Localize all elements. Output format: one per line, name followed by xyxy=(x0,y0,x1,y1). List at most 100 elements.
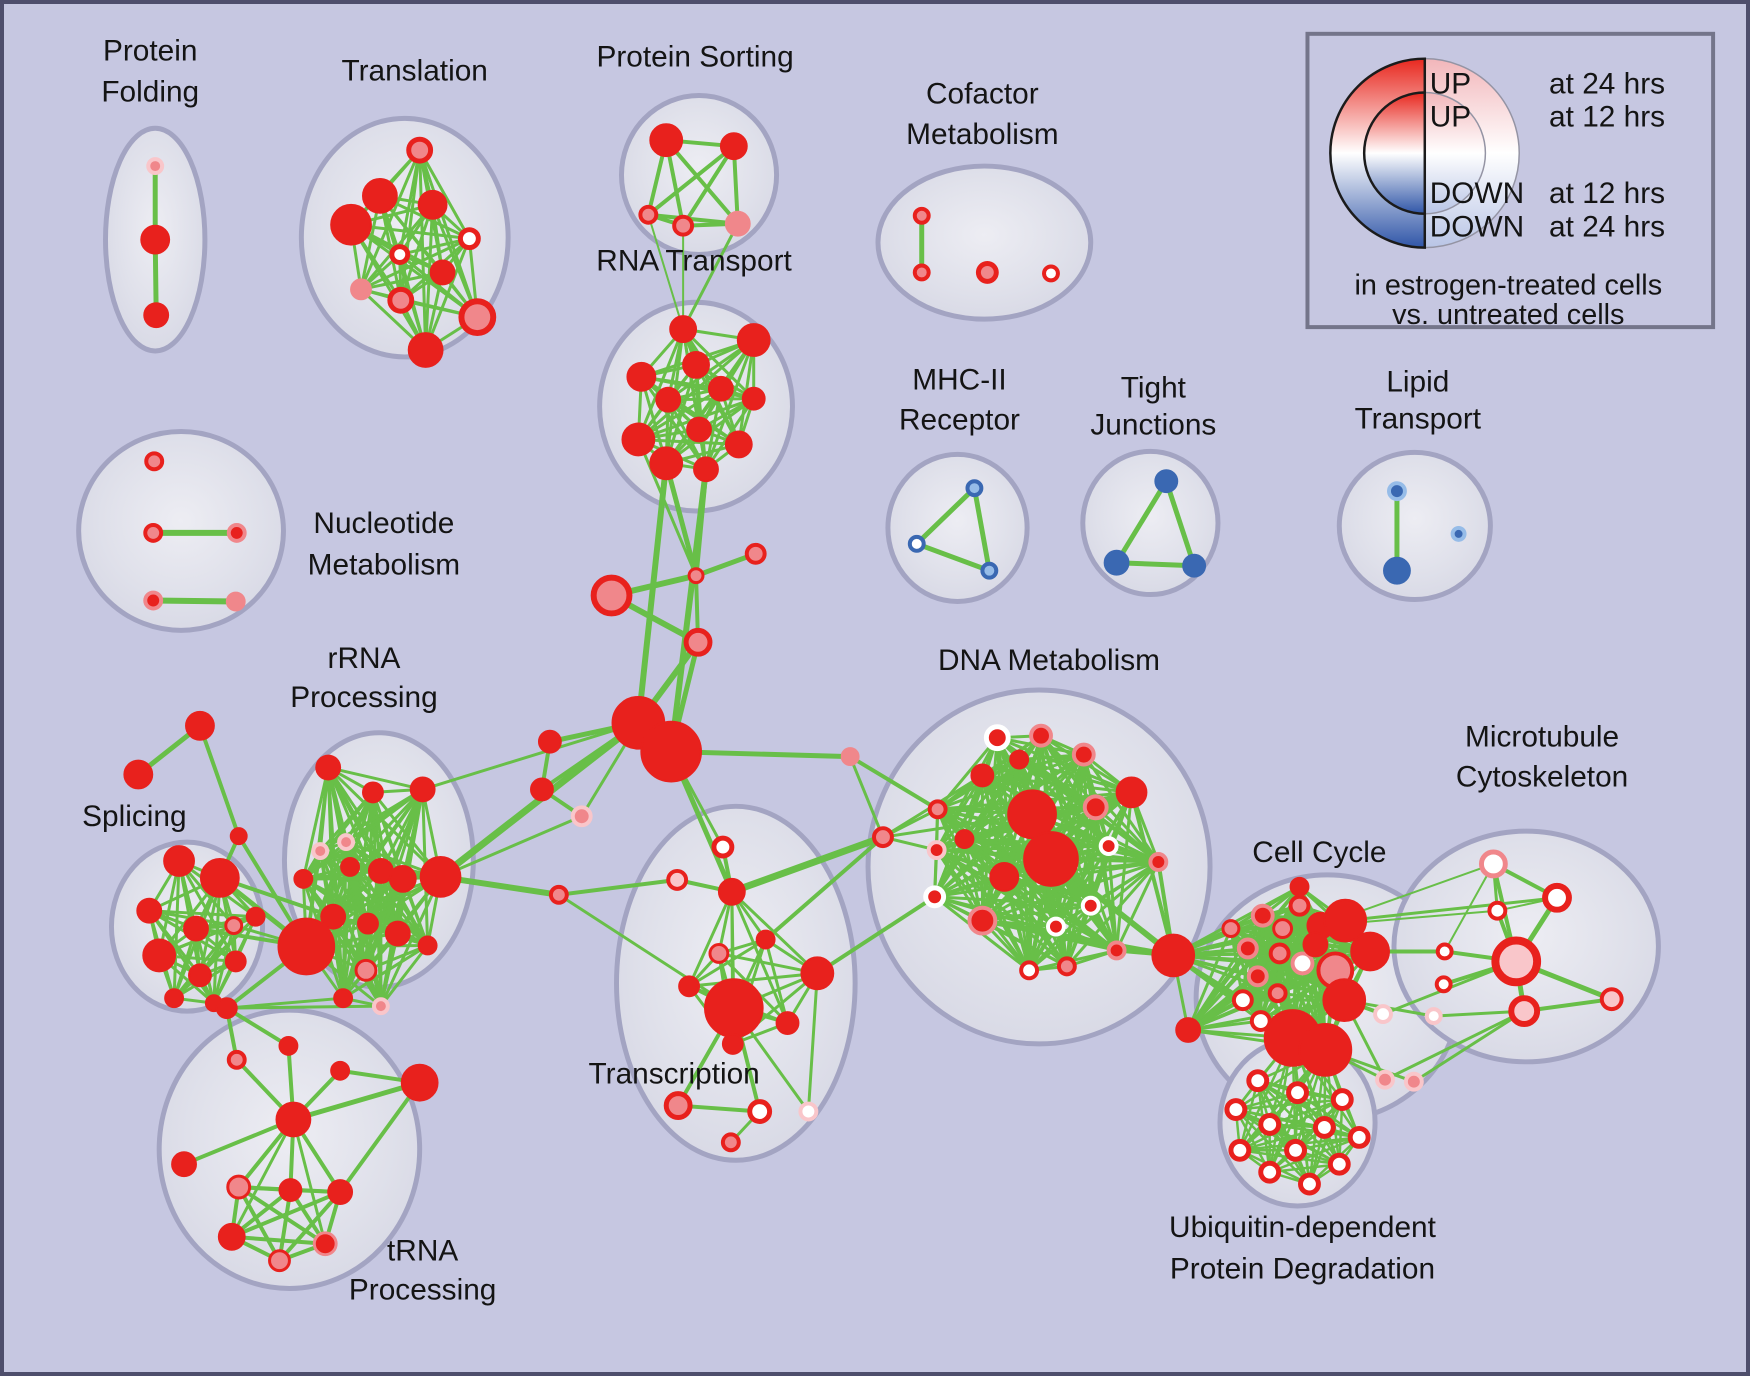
gene-node xyxy=(1236,937,1259,960)
gene-node xyxy=(1288,894,1311,917)
gene-node xyxy=(245,906,266,927)
edge xyxy=(1412,1009,1526,1084)
gene-node xyxy=(171,1151,197,1178)
edge xyxy=(399,203,435,302)
gene-node xyxy=(1450,525,1467,542)
gene-node xyxy=(1373,1004,1393,1025)
gene-network-figure: Protein Folding Translation Protein Sorting… xyxy=(76,31,1716,1306)
edge xyxy=(359,237,471,291)
edge xyxy=(664,138,740,226)
edge xyxy=(979,918,1176,958)
gene-node xyxy=(736,323,771,357)
edge xyxy=(1229,927,1317,946)
edge xyxy=(704,338,756,471)
gene-node xyxy=(1487,900,1508,921)
gene-node xyxy=(1434,975,1453,994)
gene-node xyxy=(548,884,569,905)
gene-node xyxy=(1284,1138,1307,1162)
edge xyxy=(557,893,736,1010)
gene-node xyxy=(458,298,497,337)
gene-node xyxy=(183,915,209,942)
gene-node xyxy=(225,591,246,612)
gene-node xyxy=(570,805,593,828)
gene-node xyxy=(409,776,436,803)
label-cell-cycle: Cell Cycle xyxy=(1252,836,1386,869)
edge xyxy=(172,924,236,1000)
gene-node xyxy=(388,864,417,893)
gene-node xyxy=(143,302,170,329)
gene-node xyxy=(1347,1125,1371,1149)
edge xyxy=(341,922,370,1000)
gene-node xyxy=(755,929,776,950)
edge xyxy=(728,833,887,896)
gene-node xyxy=(277,917,336,976)
label-rrna-processing: rRNA xyxy=(328,642,401,675)
edge xyxy=(914,485,977,547)
gene-node xyxy=(140,224,171,255)
gene-node xyxy=(1221,919,1241,939)
gene-node xyxy=(747,1099,773,1124)
gene-node xyxy=(1154,469,1179,494)
edge xyxy=(962,837,1069,968)
edge xyxy=(639,375,708,471)
edge xyxy=(1343,896,1559,923)
gene-node xyxy=(720,1132,741,1153)
gene-node xyxy=(188,963,212,988)
gene-node xyxy=(663,1091,693,1120)
edge xyxy=(646,144,736,217)
cluster-trna-processing xyxy=(156,1007,423,1291)
edge xyxy=(681,222,740,331)
label-lipid-transport: Lipid xyxy=(1386,366,1449,399)
legend-row-1-time: at 12 hrs xyxy=(1549,100,1665,133)
gene-node xyxy=(1268,942,1291,965)
gene-node xyxy=(672,214,695,237)
gene-node xyxy=(907,534,926,553)
legend-row-2-label: DOWN xyxy=(1430,177,1524,210)
gene-node xyxy=(975,260,999,284)
gene-node xyxy=(407,332,444,368)
edge xyxy=(229,1234,328,1246)
gene-node xyxy=(226,522,247,543)
label-microtubule-cytoskeleton: Cytoskeleton xyxy=(1456,760,1628,793)
gene-node xyxy=(400,1063,439,1102)
gene-node xyxy=(669,315,698,344)
gene-node xyxy=(278,1178,303,1202)
gene-node xyxy=(530,777,554,802)
gene-node xyxy=(312,1231,338,1257)
gene-node xyxy=(123,759,154,790)
gene-node xyxy=(185,710,215,741)
gene-node xyxy=(1098,836,1119,857)
gene-node xyxy=(163,845,195,877)
gene-node xyxy=(1023,831,1079,887)
edge xyxy=(217,875,336,919)
gene-node xyxy=(1082,794,1109,821)
gene-node xyxy=(1151,933,1196,978)
label-tight-junctions: Junctions xyxy=(1090,408,1216,441)
legend-row-2-time: at 12 hrs xyxy=(1549,177,1665,210)
edge xyxy=(980,904,1093,923)
gene-node xyxy=(143,522,164,543)
gene-node xyxy=(1071,742,1096,767)
gene-node xyxy=(1046,916,1066,937)
gene-node xyxy=(872,826,894,849)
cluster-cofactor-metabolism xyxy=(875,163,1094,322)
gene-node xyxy=(970,763,995,788)
edge xyxy=(636,437,698,578)
gene-node xyxy=(1327,1152,1351,1176)
edge xyxy=(1268,1162,1341,1174)
edge xyxy=(1443,862,1495,953)
gene-node xyxy=(989,861,1020,892)
label-cofactor-metabolism: Metabolism xyxy=(906,118,1058,151)
edge xyxy=(687,971,819,988)
edge xyxy=(848,754,940,812)
gene-node xyxy=(417,189,448,220)
legend-row-0-label: UP xyxy=(1430,67,1471,100)
gene-node xyxy=(143,590,164,611)
gene-node xyxy=(682,350,710,379)
label-trna-processing: Processing xyxy=(349,1273,496,1306)
gene-node xyxy=(146,157,165,175)
gene-node xyxy=(1246,965,1269,988)
gene-node xyxy=(417,935,438,956)
gene-node xyxy=(320,903,347,930)
gene-node xyxy=(327,1179,354,1205)
